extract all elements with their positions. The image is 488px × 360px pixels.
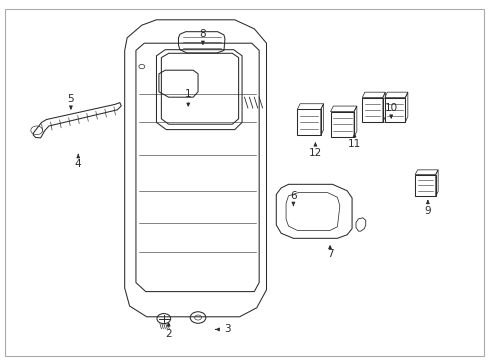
Text: 1: 1	[184, 89, 191, 99]
Text: 8: 8	[199, 29, 206, 39]
Text: 4: 4	[75, 159, 81, 169]
Text: 5: 5	[67, 94, 74, 104]
Text: 2: 2	[165, 329, 172, 339]
Text: 10: 10	[384, 103, 397, 113]
Text: 3: 3	[224, 324, 230, 334]
Text: 9: 9	[424, 206, 430, 216]
Text: 11: 11	[347, 139, 361, 149]
Text: 6: 6	[289, 191, 296, 201]
Text: 7: 7	[326, 249, 333, 259]
Text: 12: 12	[308, 148, 322, 158]
